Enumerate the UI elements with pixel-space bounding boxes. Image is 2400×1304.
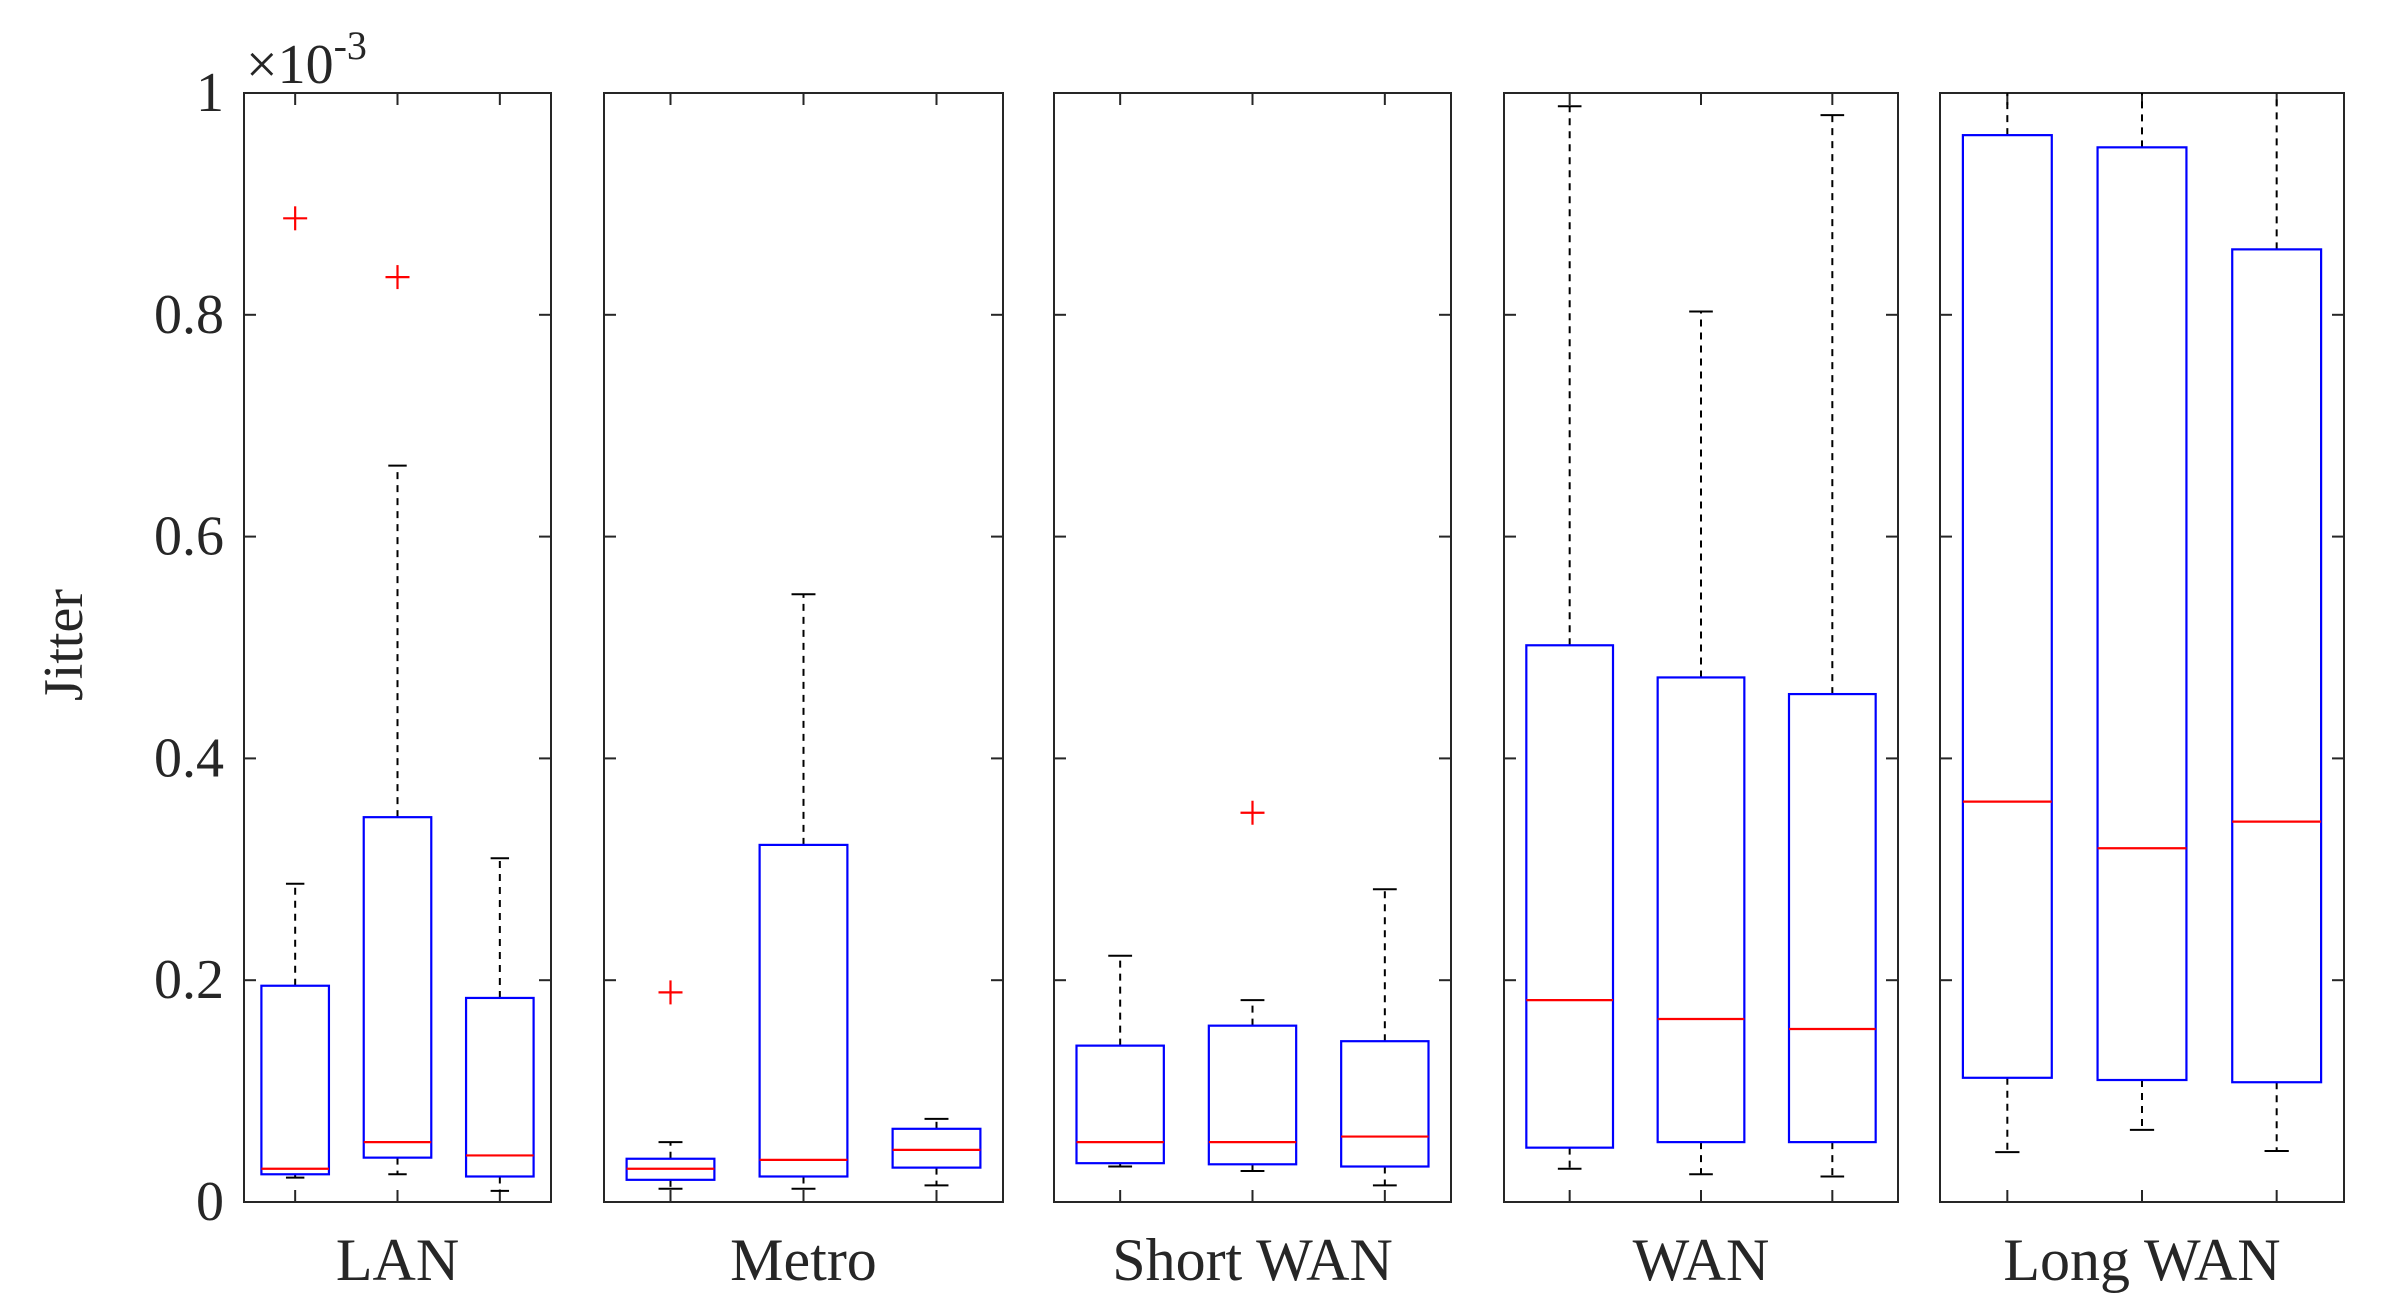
box-long-wan-1 xyxy=(1961,134,2053,1079)
y-axis-exponent-power: -3 xyxy=(334,23,367,68)
box-lan-1 xyxy=(260,984,331,1176)
box-short-wan-1 xyxy=(1075,1044,1165,1165)
box-wan-1 xyxy=(1525,644,1615,1149)
outlier-metro-1 xyxy=(658,980,683,1005)
y-axis-exponent-base: ×10 xyxy=(246,34,334,96)
panel-label-wan: WAN xyxy=(1633,1227,1770,1293)
box-wan-2 xyxy=(1656,676,1746,1144)
y-tick-label: 0.4 xyxy=(154,727,224,789)
panel-frame-long-wan xyxy=(1939,92,2345,1203)
outlier-lan-2 xyxy=(385,265,410,290)
y-axis-exponent: ×10-3 xyxy=(246,23,367,96)
y-tick-label: 0.2 xyxy=(154,949,224,1011)
box-metro-2 xyxy=(758,843,849,1178)
y-tick-label: 1 xyxy=(196,62,224,124)
outlier-lan-1 xyxy=(283,206,308,231)
panel-label-metro: Metro xyxy=(730,1227,877,1293)
box-metro-3 xyxy=(891,1127,982,1169)
y-tick-label: 0.8 xyxy=(154,284,224,346)
y-tick-label: 0.6 xyxy=(154,506,224,568)
box-long-wan-2 xyxy=(2096,146,2188,1082)
box-long-wan-3 xyxy=(2231,248,2323,1084)
panel-label-lan: LAN xyxy=(336,1227,459,1293)
y-axis-label: Jitter xyxy=(33,589,95,701)
y-tick-label: 0 xyxy=(196,1171,224,1233)
outlier-short-wan-2 xyxy=(1240,800,1265,825)
box-wan-3 xyxy=(1787,692,1877,1144)
box-short-wan-2 xyxy=(1207,1024,1298,1166)
box-short-wan-3 xyxy=(1340,1040,1430,1168)
panel-frame-short-wan xyxy=(1053,92,1452,1203)
panel-label-long-wan: Long WAN xyxy=(2003,1227,2280,1293)
panel-label-short-wan: Short WAN xyxy=(1112,1227,1393,1293)
box-lan-3 xyxy=(464,996,535,1178)
box-lan-2 xyxy=(362,816,433,1159)
